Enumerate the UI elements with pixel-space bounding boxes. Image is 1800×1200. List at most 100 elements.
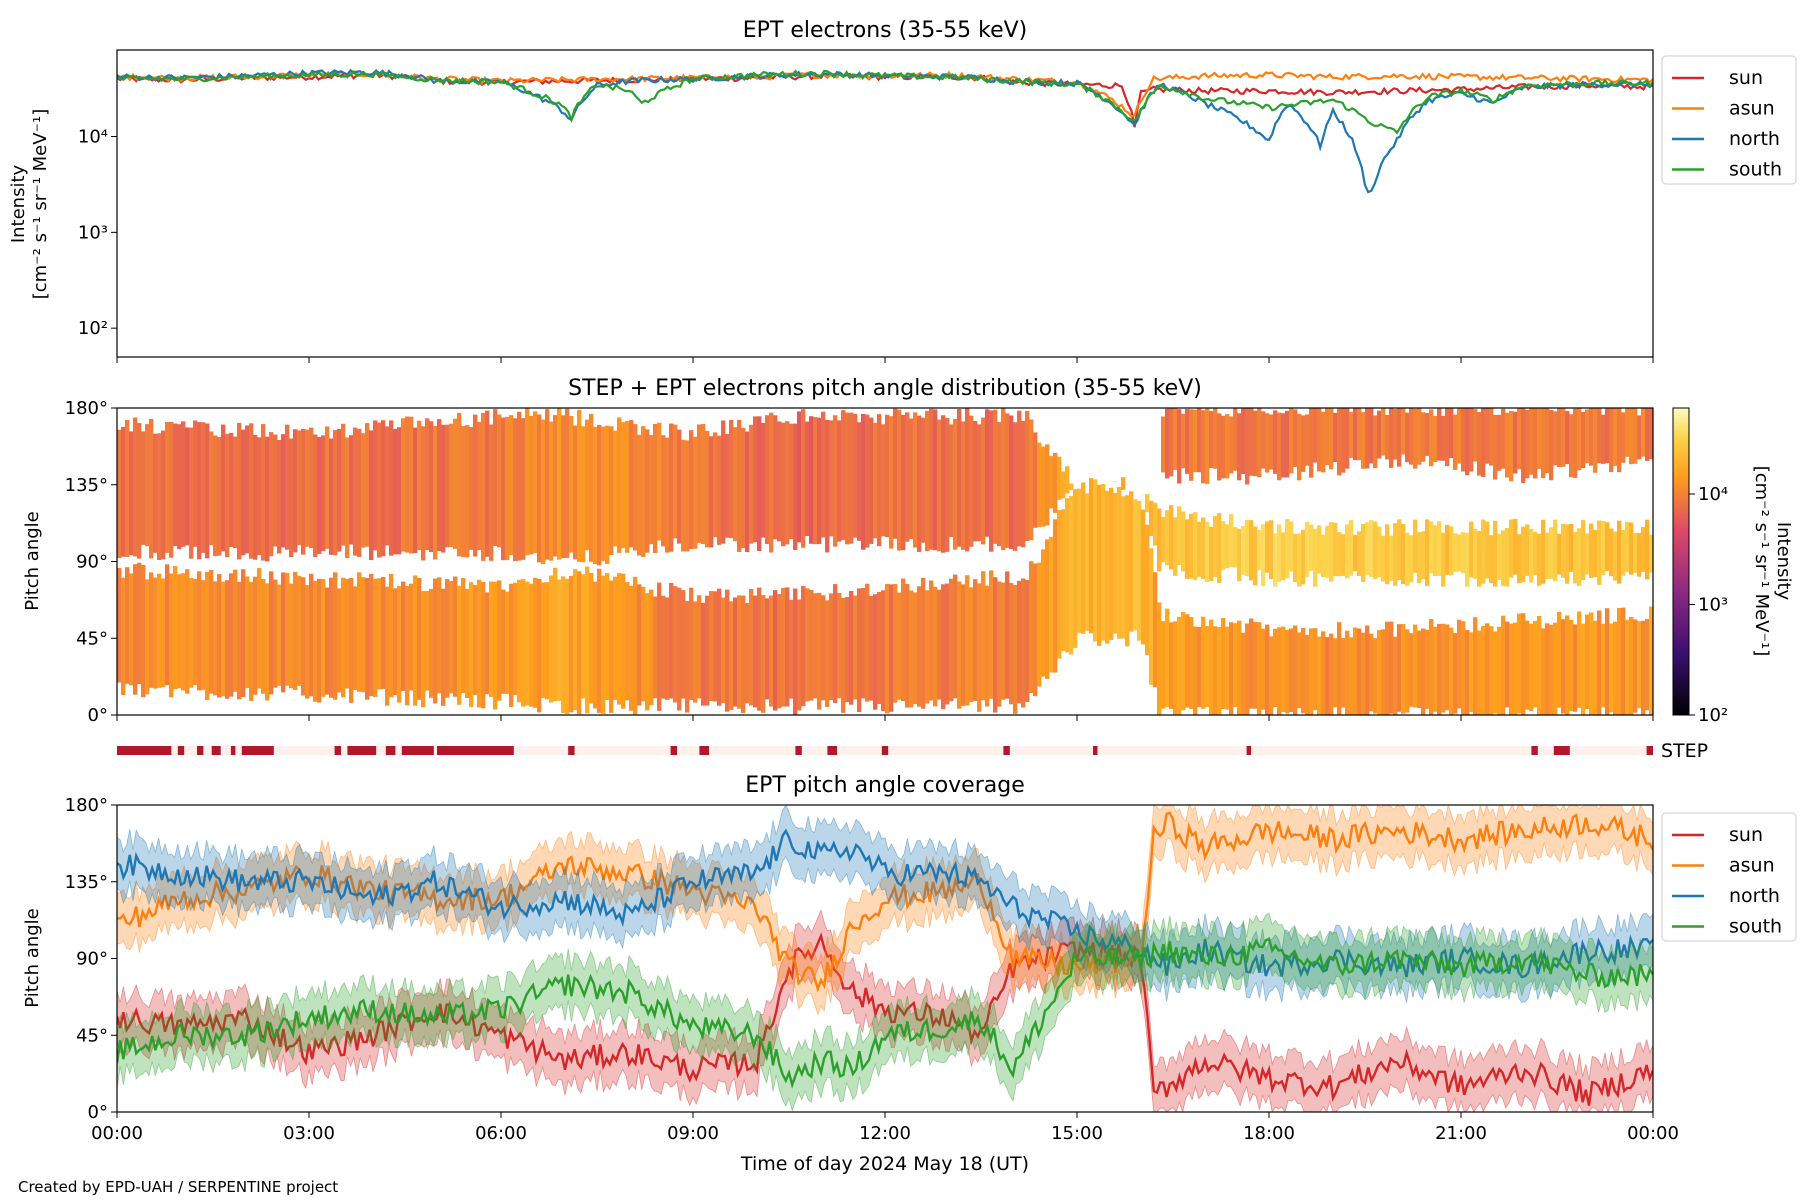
pad-cell-band-1 [429, 421, 434, 552]
pad-cell-band-1 [273, 434, 278, 547]
pad-cell-band-2 [1649, 408, 1653, 460]
step-interval-bar [1553, 746, 1570, 755]
pad-cell-band-1 [1501, 530, 1506, 587]
pad-cell-band-0 [1353, 627, 1358, 715]
pad-cell-band-2 [1549, 410, 1554, 481]
pad-cell-band-1 [1405, 532, 1410, 586]
pad-cell-band-0 [1533, 620, 1538, 708]
pad-cell-band-0 [993, 577, 998, 713]
pad-cell-band-1 [857, 422, 862, 541]
pad-cell-band-1 [1345, 524, 1350, 579]
pad-cell-band-1 [1333, 522, 1338, 577]
pad-cell-band-0 [1425, 629, 1430, 709]
pad-cell-band-0 [1641, 620, 1646, 715]
step-strip-intervals [117, 746, 1653, 755]
pad-cell-band-0 [1593, 620, 1598, 715]
pad-cell-band-2 [1293, 409, 1298, 467]
pad-cell-band-1 [925, 410, 930, 552]
pad-cell-band-2 [1497, 414, 1502, 471]
pad-cell-band-2 [1381, 408, 1386, 456]
step-interval-bar [699, 746, 709, 755]
pad-cell-band-2 [1445, 408, 1450, 467]
pad-cell-band-0 [181, 573, 186, 691]
pad-cell-band-0 [1249, 618, 1254, 709]
pad-cell-band-2 [1485, 408, 1490, 464]
pad-cell-band-0 [569, 575, 574, 713]
pad-cell-band-0 [1605, 608, 1610, 715]
pad-cell-band-0 [213, 581, 218, 696]
colorbar [1672, 407, 1690, 716]
pad-cell-band-1 [1445, 524, 1450, 575]
pad-cell-band-1 [569, 416, 574, 553]
pad-cell-band-0 [573, 569, 578, 711]
pad-cell-band-0 [457, 585, 462, 705]
pad-cell-band-1 [1365, 522, 1370, 575]
pad-cell-band-0 [809, 589, 814, 701]
pad-cell-band-2 [1329, 408, 1334, 470]
pad-cell-band-0 [1473, 617, 1478, 715]
pad-cell-band-0 [297, 575, 302, 686]
pad-cell-band-2 [1349, 411, 1354, 458]
pad-cell-band-1 [1461, 532, 1466, 574]
pad-cell-band-1 [1609, 528, 1614, 577]
pad-cell-band-2 [1341, 408, 1346, 473]
pad-cell-band-1 [1289, 521, 1294, 572]
pad-cell-band-2 [1221, 415, 1226, 479]
pad-cell-band-1 [1293, 533, 1298, 582]
pad-cell-band-1 [1621, 530, 1626, 576]
pad-cell-band-1 [545, 409, 550, 560]
pad-cell-band-1 [409, 416, 414, 554]
pad-cell-band-1 [1429, 521, 1434, 574]
pad-cell-band-0 [1201, 616, 1206, 709]
pad-cell-band-1 [1001, 408, 1006, 551]
pad-cell-band-1 [1649, 534, 1653, 573]
panel-intensity-yticks: 10² 10³ 10⁴ [78, 127, 117, 339]
pad-cell-band-0 [797, 599, 802, 711]
panel-coverage-xticks: 00:00 03:00 06:00 09:00 12:00 15:00 18:00 21:00… [91, 1112, 1679, 1144]
pad-cell-band-1 [597, 424, 602, 566]
pad-cell-band-2 [1185, 408, 1190, 474]
pad-cell-band-1 [373, 420, 378, 551]
pad-cell-band-1 [1581, 519, 1586, 580]
pad-cell-band-0 [833, 584, 838, 704]
coverage-legend-label-sun: sun [1729, 824, 1763, 846]
pad-cell-band-1 [897, 409, 902, 551]
pad-cell-band-2 [1449, 408, 1454, 459]
pad-cell-band-0 [645, 593, 650, 711]
pad-cell-band-0 [1117, 486, 1122, 639]
pad-cell-band-0 [1325, 637, 1330, 715]
pad-cell-band-0 [629, 585, 634, 711]
pad-cell-band-0 [901, 578, 906, 702]
pad-cell-band-1 [1029, 419, 1034, 541]
step-interval-bar [177, 746, 185, 755]
pad-cell-band-2 [1617, 408, 1622, 473]
pad-cell-band-1 [841, 410, 846, 541]
pad-cell-band-1 [277, 440, 282, 554]
pad-cell-band-0 [261, 579, 266, 694]
pad-cell-band-1 [213, 435, 218, 557]
pad-cell-band-0 [525, 581, 530, 706]
pad-cell-band-0 [1177, 616, 1182, 715]
pad-cell-band-0 [925, 590, 930, 704]
pad-cell-band-0 [805, 588, 810, 702]
pad-cell-band-0 [293, 571, 298, 690]
pad-cell-band-0 [565, 578, 570, 714]
pad-cell-band-0 [1369, 633, 1374, 712]
coverage-legend-label-asun: asun [1729, 855, 1775, 877]
pad-cell-band-0 [1109, 487, 1114, 640]
pad-cell-band-1 [865, 414, 870, 548]
pad-cell-band-2 [1589, 408, 1594, 466]
pad-cell-band-0 [397, 586, 402, 703]
pad-cell-band-1 [1537, 533, 1542, 586]
intensity-legend-label-asun: asun [1729, 98, 1775, 120]
pad-cell-band-0 [369, 573, 374, 697]
pad-cell-band-0 [1021, 578, 1026, 708]
pad-cell-band-2 [1201, 410, 1206, 484]
pad-cell-band-2 [1453, 414, 1458, 470]
pad-cell-band-2 [1597, 408, 1602, 464]
pad-cell-band-1 [1325, 525, 1330, 578]
pad-cell-band-0 [1289, 628, 1294, 712]
pad-cell-band-0 [141, 565, 146, 698]
panel-intensity-series-layer [117, 68, 1653, 194]
pad-cell-band-0 [813, 593, 818, 699]
